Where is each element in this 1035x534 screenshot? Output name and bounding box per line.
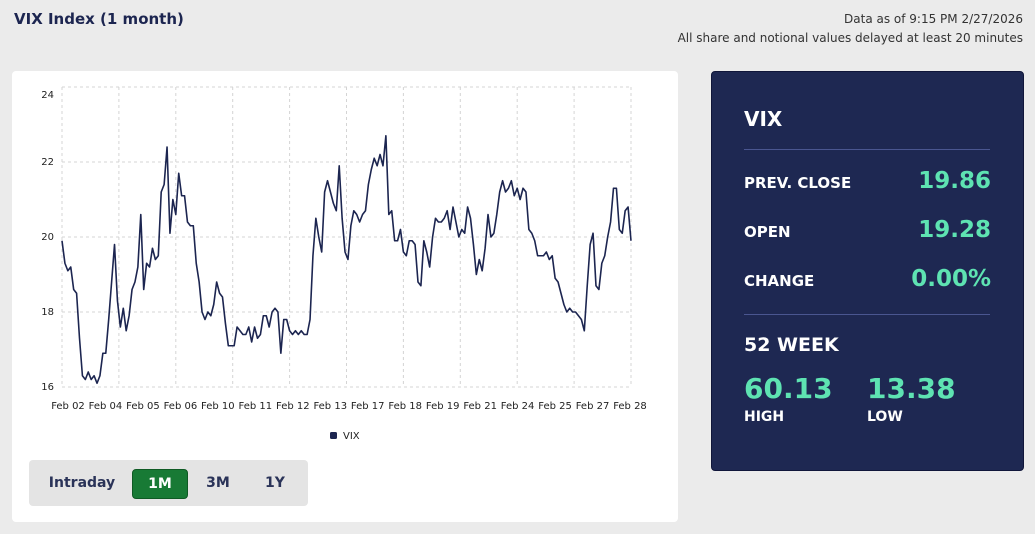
x-tick-label: Feb 04 bbox=[89, 401, 123, 412]
timestamp: Data as of 9:15 PM 2/27/2026 bbox=[844, 12, 1023, 26]
stat-value: 19.28 bbox=[918, 217, 991, 243]
chart-card bbox=[12, 71, 678, 522]
page-title: VIX Index (1 month) bbox=[14, 10, 184, 28]
chart: 16 18 20 22 24 Feb 02 Feb 04 Feb 05 Feb 06 Feb 10… bbox=[41, 86, 647, 442]
x-tick-label: Feb 25 bbox=[538, 401, 572, 412]
legend-marker bbox=[330, 432, 337, 439]
x-tick-label: Feb 27 bbox=[576, 401, 610, 412]
stat-label: PREV. CLOSE bbox=[744, 174, 852, 192]
separator bbox=[744, 149, 990, 150]
legend-label: VIX bbox=[343, 431, 360, 442]
y-tick-label: 18 bbox=[41, 307, 54, 318]
week52-title: 52 WEEK bbox=[744, 334, 839, 356]
x-tick-label: Feb 24 bbox=[501, 401, 535, 412]
x-tick-label: Feb 11 bbox=[239, 401, 273, 412]
range-button[interactable]: 1Y bbox=[265, 475, 285, 491]
x-tick-label: Feb 06 bbox=[164, 401, 198, 412]
x-tick-label: Feb 28 bbox=[613, 401, 647, 412]
stat-value: 0.00% bbox=[911, 266, 991, 292]
symbol: VIX bbox=[744, 107, 783, 131]
y-tick-label: 22 bbox=[41, 157, 54, 168]
y-tick-label: 16 bbox=[41, 382, 54, 393]
range-button[interactable]: 1M bbox=[132, 469, 188, 499]
range-button[interactable]: 3M bbox=[206, 475, 230, 491]
x-tick-label: Feb 13 bbox=[313, 401, 347, 412]
x-tick-label: Feb 19 bbox=[426, 401, 460, 412]
disclaimer: All share and notional values delayed at… bbox=[677, 31, 1023, 45]
week52-low-label: LOW bbox=[867, 409, 903, 425]
x-tick-label: Feb 02 bbox=[51, 401, 85, 412]
week52-low: 13.38 bbox=[867, 372, 956, 405]
line bbox=[61, 134, 632, 385]
x-tick-label: Feb 17 bbox=[351, 401, 385, 412]
y-tick-label: 20 bbox=[41, 232, 54, 243]
range-selector: Intraday 1M 3M 1Y bbox=[29, 460, 308, 506]
range-button[interactable]: Intraday bbox=[48, 475, 116, 491]
x-tick-label: Feb 21 bbox=[463, 401, 497, 412]
x-tick-label: Feb 10 bbox=[201, 401, 235, 412]
week52-high: 60.13 bbox=[744, 372, 833, 405]
stat-value: 19.86 bbox=[918, 168, 991, 194]
stat-label: OPEN bbox=[744, 223, 791, 241]
x-tick-label: Feb 05 bbox=[126, 401, 160, 412]
summary-panel: VIX 52 WEEK 60.13 HIGH 13.38 LOW PREV. C… bbox=[711, 71, 1024, 471]
week52-high-label: HIGH bbox=[744, 409, 785, 425]
separator bbox=[744, 314, 990, 315]
x-tick-label: Feb 12 bbox=[276, 401, 310, 412]
y-tick-label: 24 bbox=[41, 90, 54, 101]
stat-label: CHANGE bbox=[744, 272, 815, 290]
x-tick-label: Feb 18 bbox=[388, 401, 422, 412]
